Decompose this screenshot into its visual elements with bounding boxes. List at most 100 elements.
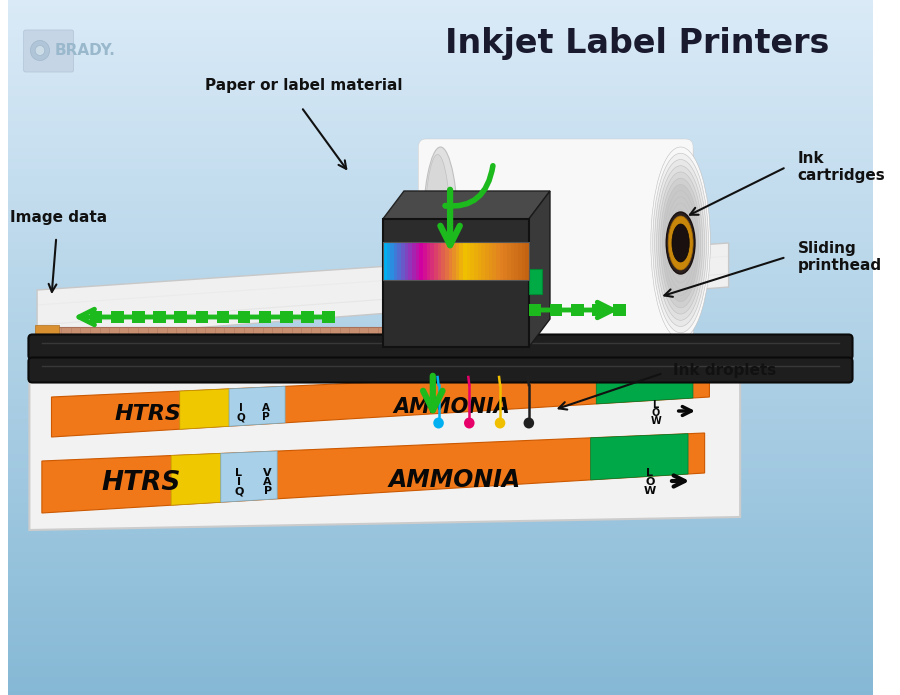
Bar bbox=[8, 271, 873, 275]
Bar bbox=[8, 295, 873, 299]
FancyBboxPatch shape bbox=[418, 153, 693, 333]
Bar bbox=[437, 242, 442, 281]
Bar bbox=[8, 31, 873, 35]
Bar bbox=[8, 202, 873, 205]
Text: O: O bbox=[645, 477, 654, 487]
Bar bbox=[401, 242, 406, 281]
FancyBboxPatch shape bbox=[418, 156, 693, 329]
Text: A: A bbox=[262, 403, 270, 413]
Bar bbox=[8, 309, 873, 313]
Bar bbox=[8, 254, 873, 257]
Bar bbox=[8, 97, 873, 101]
Bar bbox=[8, 587, 873, 591]
Bar bbox=[8, 257, 873, 261]
Text: AMMONIA: AMMONIA bbox=[393, 397, 510, 417]
Bar bbox=[529, 304, 541, 316]
Bar bbox=[8, 181, 873, 184]
Text: L: L bbox=[235, 468, 242, 478]
Bar bbox=[8, 191, 873, 195]
Bar bbox=[8, 657, 873, 660]
Bar bbox=[391, 242, 395, 281]
Bar bbox=[8, 275, 873, 278]
Ellipse shape bbox=[424, 154, 451, 332]
Bar bbox=[259, 311, 272, 323]
Bar bbox=[8, 407, 873, 410]
Bar bbox=[430, 242, 435, 281]
Bar bbox=[409, 242, 413, 281]
Text: Image data: Image data bbox=[10, 210, 107, 225]
Bar bbox=[8, 3, 873, 7]
Bar bbox=[8, 396, 873, 400]
Bar bbox=[8, 438, 873, 441]
Bar bbox=[8, 681, 873, 685]
FancyBboxPatch shape bbox=[418, 139, 693, 347]
Bar bbox=[8, 514, 873, 518]
Bar bbox=[382, 242, 529, 281]
Bar bbox=[8, 111, 873, 115]
Bar bbox=[8, 56, 873, 59]
Circle shape bbox=[433, 418, 444, 429]
Bar bbox=[8, 393, 873, 396]
Bar bbox=[8, 594, 873, 598]
Bar bbox=[8, 323, 873, 327]
Bar bbox=[8, 142, 873, 146]
Bar bbox=[8, 320, 873, 323]
Polygon shape bbox=[30, 373, 740, 530]
Bar bbox=[8, 170, 873, 174]
Bar bbox=[8, 302, 873, 306]
Bar bbox=[8, 386, 873, 389]
Text: I: I bbox=[238, 403, 243, 413]
Bar bbox=[8, 368, 873, 372]
Ellipse shape bbox=[668, 216, 693, 270]
Bar bbox=[8, 379, 873, 382]
Bar bbox=[175, 311, 187, 323]
Text: P: P bbox=[264, 486, 272, 496]
Bar bbox=[8, 486, 873, 490]
Bar bbox=[8, 490, 873, 493]
Bar bbox=[8, 636, 873, 639]
Bar bbox=[8, 49, 873, 52]
Text: L: L bbox=[652, 400, 659, 410]
Bar bbox=[8, 480, 873, 483]
Bar bbox=[8, 104, 873, 108]
Bar bbox=[8, 372, 873, 375]
Polygon shape bbox=[180, 389, 230, 430]
Bar bbox=[521, 242, 526, 281]
Bar bbox=[8, 292, 873, 295]
Bar bbox=[8, 566, 873, 570]
Bar bbox=[8, 466, 873, 469]
Bar bbox=[8, 344, 873, 348]
Bar bbox=[8, 243, 873, 247]
Polygon shape bbox=[42, 433, 705, 513]
Bar bbox=[482, 242, 486, 281]
Bar bbox=[8, 90, 873, 94]
Bar bbox=[8, 504, 873, 507]
FancyBboxPatch shape bbox=[418, 160, 693, 326]
Ellipse shape bbox=[422, 147, 459, 339]
Bar bbox=[8, 667, 873, 671]
Bar bbox=[8, 76, 873, 80]
Bar bbox=[8, 233, 873, 236]
Bar bbox=[503, 242, 508, 281]
Bar bbox=[8, 459, 873, 462]
Bar bbox=[455, 242, 461, 281]
Bar bbox=[419, 242, 424, 281]
Bar bbox=[8, 299, 873, 302]
Polygon shape bbox=[590, 434, 688, 480]
Bar bbox=[8, 281, 873, 285]
Text: Inkjet Label Printers: Inkjet Label Printers bbox=[446, 27, 830, 60]
Bar bbox=[8, 24, 873, 28]
Bar bbox=[8, 646, 873, 650]
Bar bbox=[8, 674, 873, 678]
Bar bbox=[434, 242, 438, 281]
Bar bbox=[8, 539, 873, 542]
Ellipse shape bbox=[666, 197, 695, 289]
Bar bbox=[507, 242, 511, 281]
Circle shape bbox=[35, 45, 45, 56]
Bar bbox=[8, 21, 873, 24]
Bar bbox=[8, 38, 873, 42]
Ellipse shape bbox=[666, 212, 695, 274]
Bar bbox=[8, 389, 873, 393]
Bar bbox=[8, 424, 873, 427]
Text: AMMONIA: AMMONIA bbox=[389, 468, 521, 492]
